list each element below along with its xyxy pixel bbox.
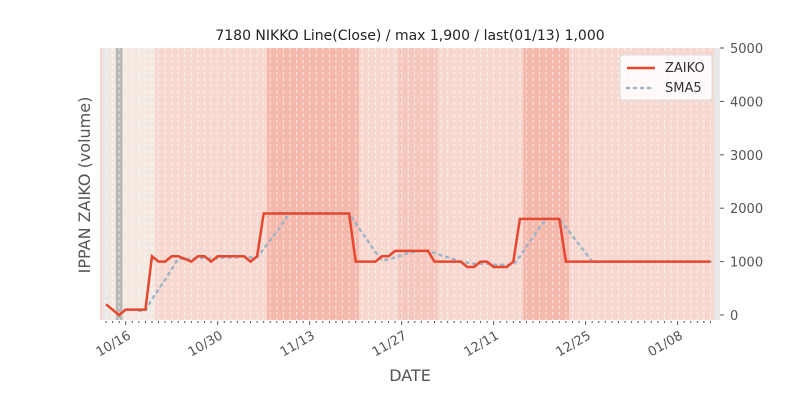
y-tick-label: 2000 (730, 202, 763, 217)
x-tick-label: 11/27 (370, 328, 410, 360)
y-axis-label: IPPAN ZAIKO (volume) (75, 97, 94, 274)
y-tick-label: 0 (730, 309, 738, 324)
x-tick-label: 12/11 (462, 328, 502, 360)
band (102, 48, 110, 320)
x-tick-label: 10/16 (94, 328, 134, 360)
y-tick-label: 1000 (730, 256, 763, 271)
band (155, 48, 267, 320)
y-tick-label: 3000 (730, 149, 763, 164)
band (437, 48, 524, 320)
band (115, 48, 123, 320)
band (358, 48, 399, 320)
band (713, 48, 720, 320)
x-tick-label: 10/30 (186, 328, 226, 360)
band (398, 48, 438, 320)
x-axis: 10/16 10/30 11/13 11/27 12/11 12/25 01/08 (94, 321, 711, 360)
x-tick-label: 01/08 (646, 328, 686, 360)
y-axis: 0 1000 2000 3000 4000 5000 (720, 42, 763, 324)
y-tick-label: 5000 (730, 42, 763, 57)
x-tick-label: 11/13 (278, 328, 318, 360)
background-bands (100, 48, 720, 320)
legend-sma5-label: SMA5 (665, 81, 702, 96)
legend: ZAIKO SMA5 (619, 54, 713, 101)
zaiko-line (105, 212, 711, 317)
legend-zaiko-label: ZAIKO (665, 61, 705, 76)
x-tick-label: 12/25 (554, 328, 594, 360)
y-tick-label: 4000 (730, 95, 763, 110)
x-axis-label: DATE (389, 366, 431, 385)
band (266, 48, 359, 320)
band (523, 48, 570, 320)
chart-title: 7180 NIKKO Line(Close) / max 1,900 / las… (215, 28, 604, 44)
